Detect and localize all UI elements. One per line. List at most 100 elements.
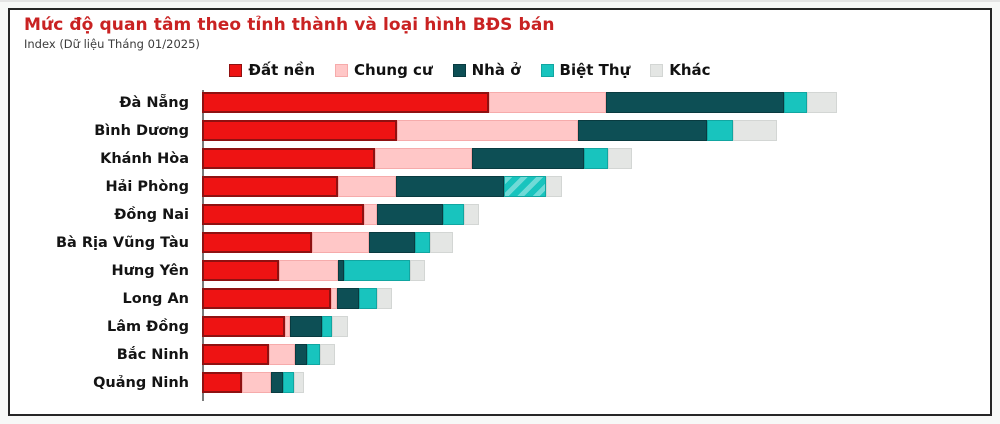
bar-segment — [290, 316, 322, 337]
legend-label: Nhà ở — [471, 61, 521, 79]
legend-swatch-icon — [452, 63, 466, 77]
bar-segment — [443, 204, 465, 225]
legend-item: Nhà ở — [452, 61, 521, 79]
page-top-divider — [0, 0, 1000, 2]
bar-segment — [368, 232, 415, 253]
bar-track — [202, 176, 976, 197]
bar-segment — [414, 232, 431, 253]
bar-row: Đà Nẵng — [24, 92, 976, 113]
category-label: Quảng Ninh — [93, 374, 189, 391]
bar-segment — [584, 148, 609, 169]
bar-row: Khánh Hòa — [24, 148, 976, 169]
bar-segment — [471, 148, 585, 169]
bar-segment — [488, 92, 606, 113]
bar-track — [202, 204, 976, 225]
legend-swatch-icon — [335, 63, 349, 77]
category-label: Bình Dương — [94, 122, 189, 139]
bar-rows: Đà Nẵng Bình Dương Khánh Hòa Hải Phòng Đồng … — [24, 92, 976, 393]
bar-segment — [375, 148, 472, 169]
bar-segment — [464, 204, 480, 225]
bar-row: Bình Dương — [24, 120, 976, 141]
bar-segment — [430, 232, 454, 253]
bar-segment — [806, 92, 837, 113]
bar-segment — [376, 204, 444, 225]
bar-track — [202, 92, 976, 113]
bar-row: Bà Rịa Vũng Tàu — [24, 232, 976, 253]
bar-segment — [241, 372, 272, 393]
bar-segment — [577, 120, 707, 141]
bar-segment — [202, 204, 365, 225]
bar-segment — [330, 288, 337, 309]
bar-track — [202, 344, 976, 365]
bar-segment — [271, 372, 284, 393]
bar-track — [202, 148, 976, 169]
bar-row: Long An — [24, 288, 976, 309]
legend-label: Biệt Thự — [559, 61, 631, 79]
legend-label: Chung cư — [354, 61, 433, 79]
bar-segment — [545, 176, 562, 197]
legend-swatch-icon — [540, 63, 554, 77]
bar-segment — [733, 120, 777, 141]
bar-segment — [321, 316, 333, 337]
bar-row: Lâm Đồng — [24, 316, 976, 337]
bar-track — [202, 316, 976, 337]
category-label: Đà Nẵng — [119, 94, 189, 111]
bar-segment — [783, 92, 807, 113]
bar-track — [202, 232, 976, 253]
bar-segment — [307, 344, 321, 365]
bar-segment — [202, 372, 242, 393]
bar-segment — [202, 176, 339, 197]
bar-segment — [268, 344, 295, 365]
chart-legend: Đất nền Chung cư Nhà ở Biệt Thự Khác — [24, 60, 916, 80]
bar-segment — [338, 176, 397, 197]
bar-segment — [202, 120, 398, 141]
bar-segment — [202, 344, 269, 365]
bar-segment — [312, 232, 369, 253]
chart-title: Mức độ quan tâm theo tỉnh thành và loại … — [24, 15, 555, 35]
bar-chart: Đà Nẵng Bình Dương Khánh Hòa Hải Phòng Đồng … — [24, 90, 976, 401]
bar-segment — [283, 372, 294, 393]
bar-segment — [376, 288, 393, 309]
category-label: Lâm Đồng — [107, 318, 189, 335]
category-label: Đồng Nai — [114, 206, 189, 223]
bar-row: Đồng Nai — [24, 204, 976, 225]
category-label: Bà Rịa Vũng Tàu — [56, 234, 189, 251]
legend-item: Khác — [650, 61, 711, 79]
bar-segment — [202, 148, 376, 169]
legend-item: Đất nền — [229, 61, 315, 79]
bar-track — [202, 288, 976, 309]
bar-segment — [706, 120, 734, 141]
bar-track — [202, 260, 976, 281]
bar-segment — [202, 316, 285, 337]
bar-segment — [202, 232, 313, 253]
bar-segment — [336, 288, 359, 309]
bar-segment — [279, 260, 339, 281]
bar-segment — [364, 204, 377, 225]
category-label: Khánh Hòa — [100, 150, 189, 167]
bar-segment — [397, 120, 578, 141]
bar-segment — [343, 260, 410, 281]
category-label: Long An — [122, 290, 190, 307]
bar-segment — [202, 260, 280, 281]
category-label: Hải Phòng — [105, 178, 189, 195]
legend-swatch-icon — [229, 63, 243, 77]
chart-card: Mức độ quan tâm theo tỉnh thành và loại … — [8, 8, 992, 416]
bar-track — [202, 372, 976, 393]
bar-segment — [608, 148, 633, 169]
legend-item: Chung cư — [335, 61, 433, 79]
bar-segment — [358, 288, 377, 309]
bar-segment — [409, 260, 425, 281]
bar-row: Quảng Ninh — [24, 372, 976, 393]
bar-segment — [320, 344, 336, 365]
bar-segment — [202, 92, 489, 113]
bar-segment — [396, 176, 505, 197]
bar-segment — [332, 316, 348, 337]
bar-track — [202, 120, 976, 141]
bar-segment — [202, 288, 331, 309]
bar-segment — [605, 92, 784, 113]
category-label: Hưng Yên — [111, 262, 189, 279]
chart-subtitle: Index (Dữ liệu Tháng 01/2025) — [24, 37, 200, 51]
bar-segment — [338, 260, 344, 281]
bar-segment — [294, 372, 305, 393]
bar-segment — [284, 316, 291, 337]
